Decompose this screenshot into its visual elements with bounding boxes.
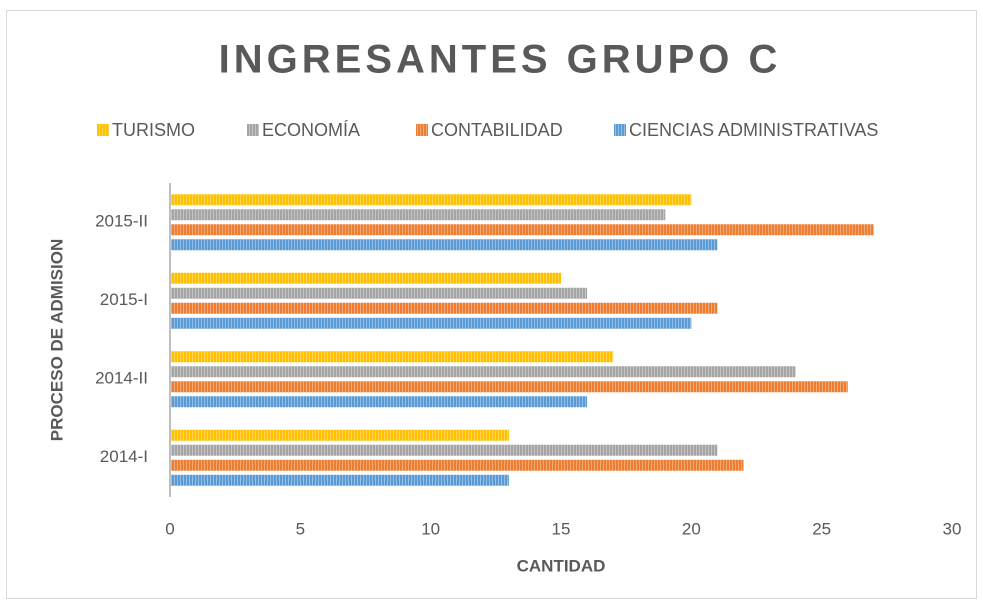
bar (170, 194, 692, 206)
bar (170, 302, 718, 314)
bar (170, 317, 692, 329)
bar (170, 351, 614, 363)
legend-swatch (416, 124, 428, 136)
chart-title: INGRESANTES GRUPO C (219, 38, 782, 82)
x-tick-label: 25 (812, 519, 831, 538)
x-tick-label: 20 (682, 519, 701, 538)
x-tick-label: 30 (943, 519, 962, 538)
bar (170, 396, 588, 408)
bar (170, 459, 744, 471)
bar (170, 209, 666, 221)
x-tick-label: 15 (552, 519, 571, 538)
bar (170, 444, 718, 456)
bar (170, 474, 509, 486)
x-tick-label: 5 (296, 519, 305, 538)
y-tick-label: 2015-I (100, 290, 148, 309)
bar (170, 381, 848, 393)
legend-label: ECONOMÍA (262, 120, 360, 140)
legend-label: TURISMO (112, 120, 195, 140)
x-axis-label: CANTIDAD (517, 556, 606, 575)
bar (170, 272, 561, 284)
legend-label: CIENCIAS ADMINISTRATIVAS (629, 120, 878, 140)
y-axis-label: PROCESO DE ADMISION (47, 239, 66, 441)
legend-label: CONTABILIDAD (431, 120, 563, 140)
y-tick-label: 2014-I (100, 447, 148, 466)
legend-swatch (97, 124, 109, 136)
bar (170, 224, 874, 236)
bar (170, 366, 796, 378)
bar (170, 239, 718, 251)
bar (170, 429, 509, 441)
y-tick-label: 2015-II (95, 212, 148, 231)
y-tick-label: 2014-II (95, 369, 148, 388)
legend-swatch (614, 124, 626, 136)
legend-swatch (247, 124, 259, 136)
x-tick-label: 0 (165, 519, 174, 538)
x-tick-label: 10 (421, 519, 440, 538)
bar (170, 287, 588, 299)
